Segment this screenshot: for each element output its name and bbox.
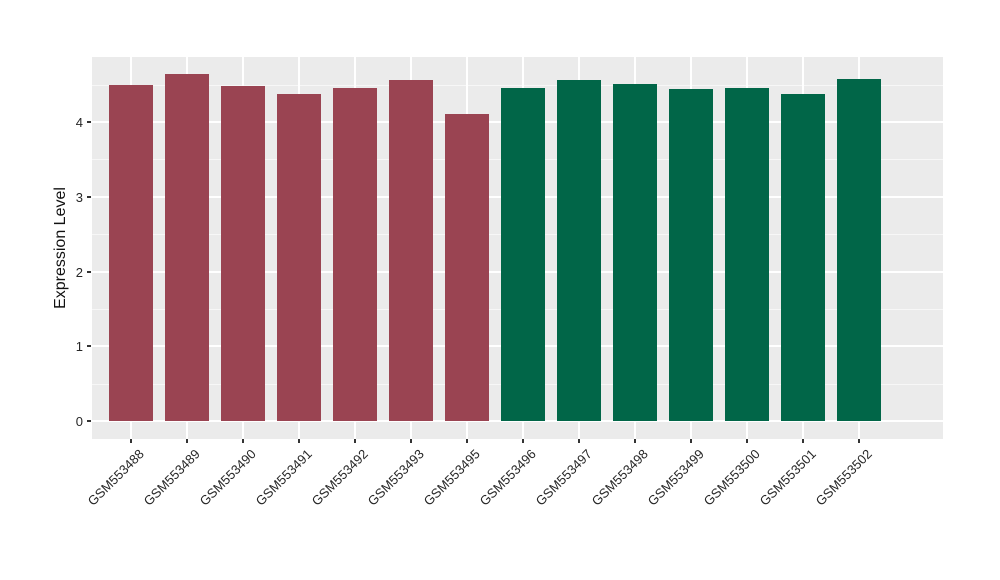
bar-GSM553495: [445, 114, 489, 421]
plot-panel: [92, 57, 943, 439]
bar-GSM553498: [613, 84, 657, 421]
x-tick-mark: [242, 439, 245, 443]
x-tick-label-GSM553495: GSM553495: [420, 446, 484, 509]
y-tick-mark: [87, 270, 91, 273]
x-tick-mark: [858, 439, 861, 443]
bar-GSM553488: [109, 85, 153, 421]
x-tick-label-GSM553488: GSM553488: [84, 446, 148, 509]
bar-GSM553493: [389, 80, 433, 421]
x-tick-mark: [746, 439, 749, 443]
bar-GSM553501: [781, 94, 825, 421]
y-tick-mark: [87, 195, 91, 198]
y-tick-label: 0: [75, 414, 83, 429]
x-tick-label-GSM553499: GSM553499: [644, 446, 707, 509]
bar-GSM553491: [277, 94, 321, 421]
x-tick-mark: [298, 439, 301, 443]
x-tick-mark: [466, 439, 469, 443]
x-tick-label-GSM553492: GSM553492: [308, 446, 372, 509]
bar-GSM553500: [725, 88, 769, 421]
y-tick-mark: [87, 121, 91, 123]
x-tick-mark: [634, 439, 637, 443]
x-tick-label-GSM553489: GSM553489: [140, 446, 204, 509]
x-tick-mark: [522, 439, 525, 443]
y-tick-label: 1: [75, 339, 83, 355]
gridline-major-horizontal: [92, 420, 943, 422]
x-tick-mark: [186, 439, 189, 443]
bar-GSM553502: [837, 79, 881, 421]
bar-GSM553497: [557, 80, 601, 421]
y-tick-mark: [87, 420, 91, 422]
x-tick-mark: [578, 439, 581, 443]
x-tick-label-GSM553501: GSM553501: [756, 446, 819, 509]
x-tick-label-GSM553490: GSM553490: [196, 446, 260, 509]
x-tick-mark: [410, 439, 413, 443]
x-tick-mark: [802, 439, 805, 443]
y-tick-label: 3: [75, 189, 83, 205]
x-tick-label-GSM553498: GSM553498: [588, 446, 651, 509]
y-tick-label: 4: [75, 115, 83, 130]
bar-GSM553489: [165, 74, 209, 421]
bar-GSM553496: [501, 88, 545, 421]
x-tick-label-GSM553500: GSM553500: [700, 446, 763, 509]
gridline-minor-horizontal: [92, 84, 943, 86]
y-tick-label: 2: [75, 264, 83, 280]
x-tick-label-GSM553502: GSM553502: [812, 446, 875, 509]
x-tick-mark: [690, 439, 693, 443]
bar-GSM553490: [221, 86, 265, 421]
x-tick-label-GSM553493: GSM553493: [364, 446, 428, 509]
y-tick-mark: [87, 345, 91, 348]
y-axis-title: Expression Level: [52, 187, 69, 309]
bar-GSM553492: [333, 88, 377, 421]
x-tick-label-GSM553491: GSM553491: [252, 446, 316, 509]
x-tick-mark: [130, 439, 133, 443]
x-tick-label-GSM553497: GSM553497: [532, 446, 595, 509]
x-tick-mark: [354, 439, 357, 443]
bar-GSM553499: [669, 89, 713, 421]
x-tick-label-GSM553496: GSM553496: [476, 446, 540, 509]
